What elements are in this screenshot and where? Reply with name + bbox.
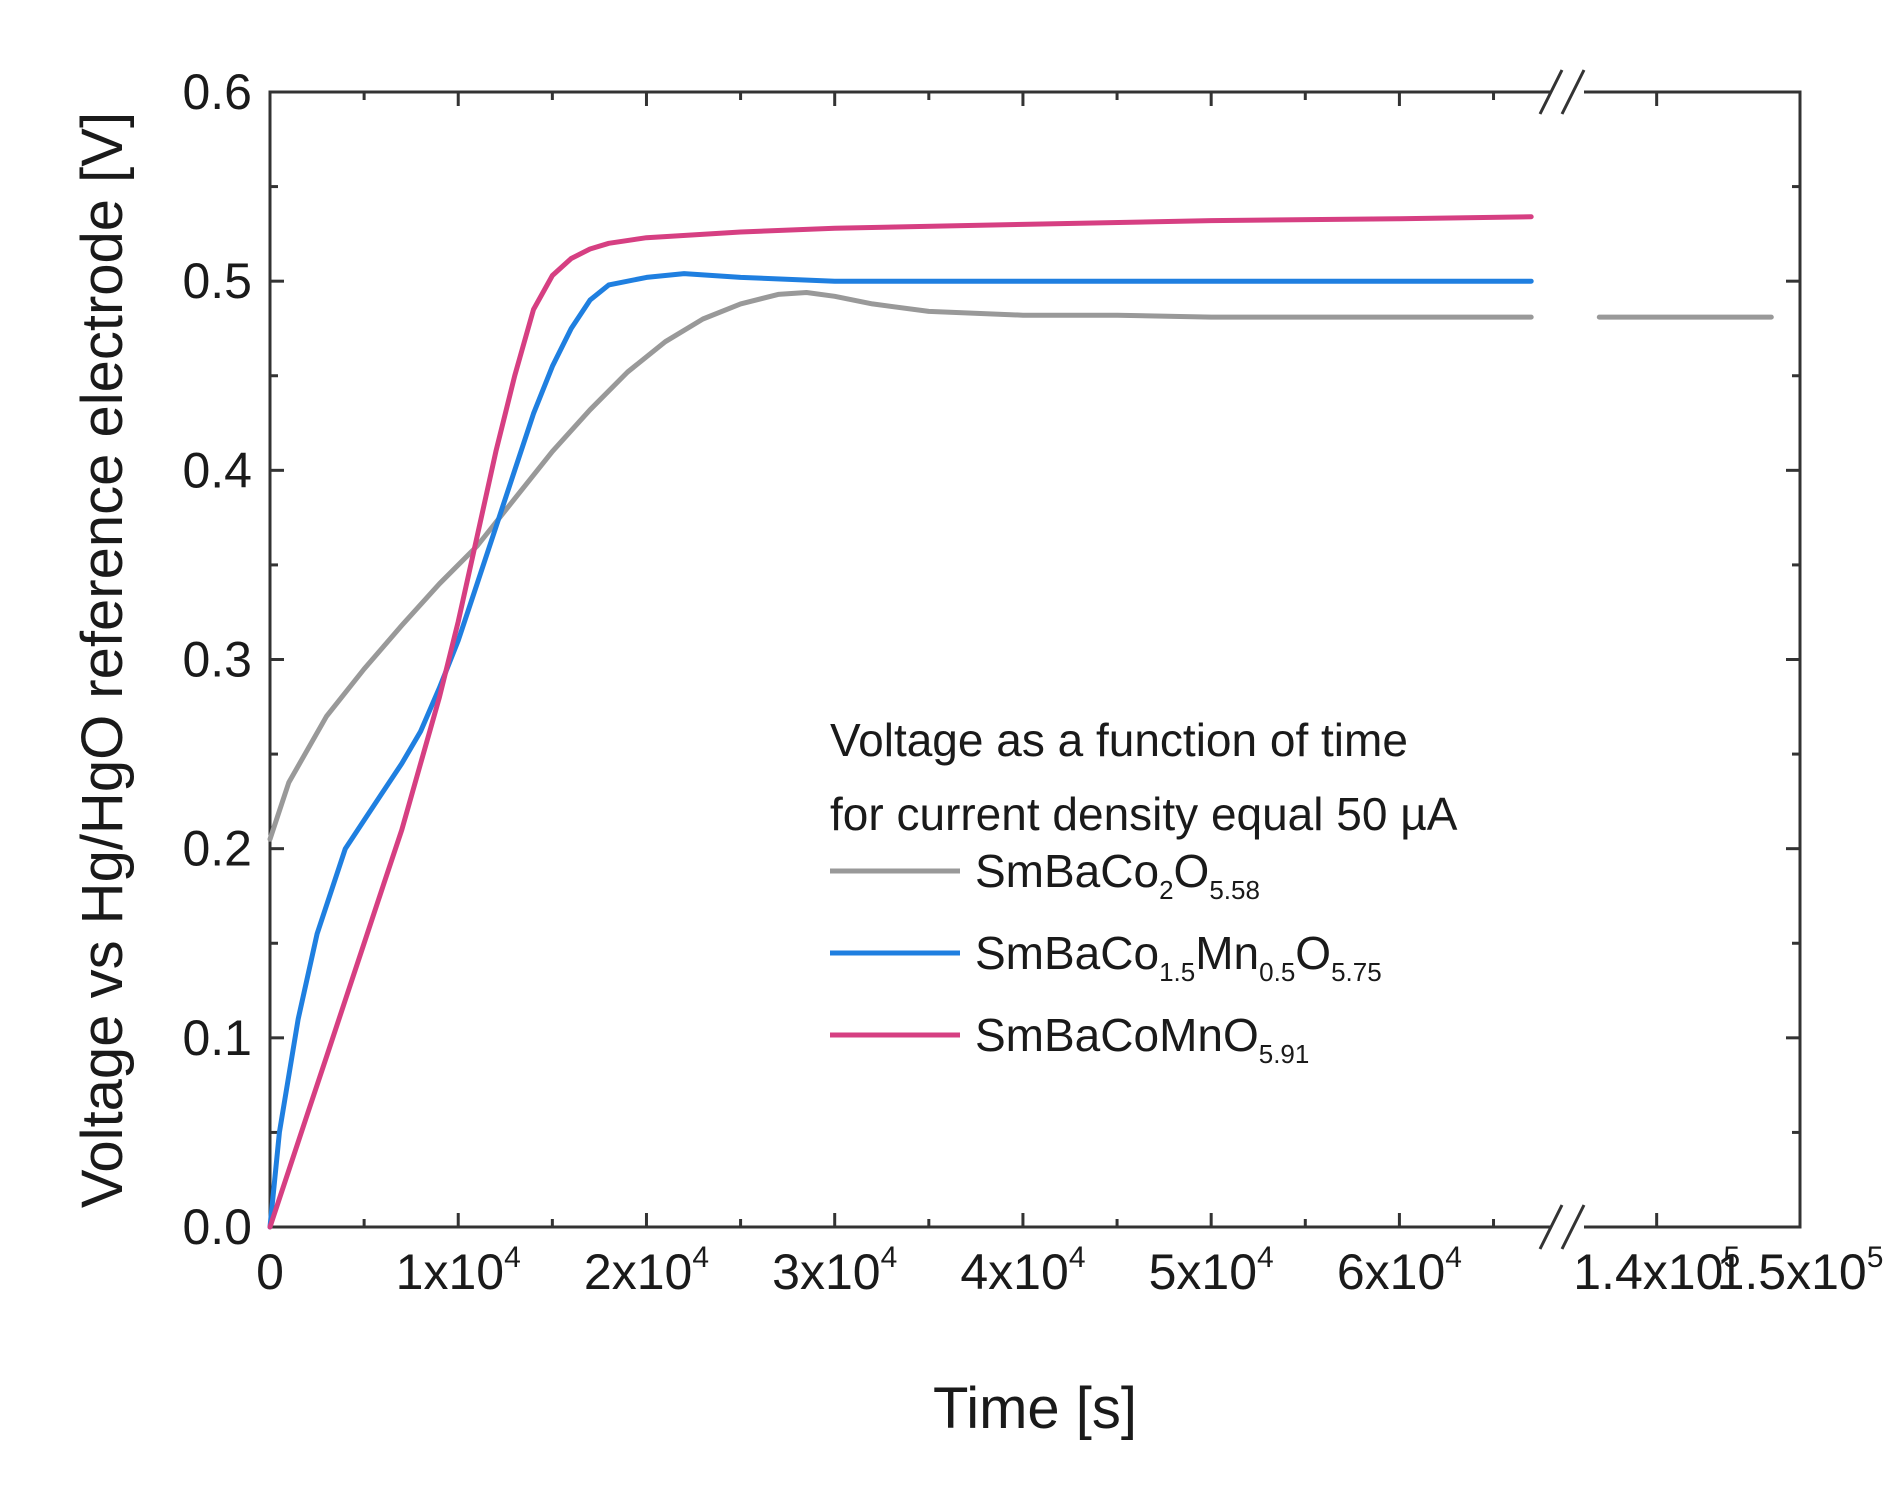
x-tick-label: 6x104 bbox=[1337, 1241, 1462, 1300]
legend-title-line-1: Voltage as a function of time bbox=[830, 714, 1408, 766]
y-tick-label: 0.5 bbox=[182, 253, 252, 309]
series-line bbox=[267, 290, 1534, 842]
series-line bbox=[267, 271, 1534, 1230]
axis-break-mark bbox=[1560, 1204, 1586, 1250]
x-tick-label: 4x104 bbox=[960, 1241, 1085, 1300]
legend-title-line-2: for current density equal 50 µA bbox=[830, 788, 1458, 840]
axis-break-mark bbox=[1538, 69, 1564, 115]
axis-break-marks bbox=[1538, 69, 1586, 1250]
x-tick-label: 3x104 bbox=[772, 1241, 897, 1300]
x-tick-label: 0 bbox=[256, 1244, 284, 1300]
y-tick-label: 0.4 bbox=[182, 442, 252, 498]
series-line bbox=[267, 214, 1534, 1230]
legend-label: SmBaCo2O5.58 bbox=[975, 845, 1260, 905]
legend: Voltage as a function of time for curren… bbox=[830, 714, 1458, 1069]
axis-break-mark bbox=[1560, 69, 1586, 115]
y-axis: 0.0 0.1 0.2 0.3 0.4 0.5 0.6 bbox=[182, 64, 1800, 1255]
y-tick-label: 0.6 bbox=[182, 64, 252, 120]
axis-break-mark bbox=[1538, 1204, 1564, 1250]
x-axis: 0 1x104 2x104 3x104 4x104 5x104 6x104 1.4x1051.… bbox=[256, 92, 1883, 1300]
y-tick-label: 0.2 bbox=[182, 821, 252, 877]
x-tick-label: 1.5x105 bbox=[1717, 1241, 1884, 1300]
legend-label: SmBaCoMnO5.91 bbox=[975, 1009, 1309, 1069]
x-tick-label: 1.4x105 bbox=[1573, 1241, 1740, 1300]
series-layer bbox=[267, 214, 1774, 1230]
y-axis-title: Voltage vs Hg/HgO reference electrode [V… bbox=[70, 112, 135, 1208]
y-tick-label: 0.0 bbox=[182, 1199, 252, 1255]
legend-label: SmBaCo1.5Mn0.5O5.75 bbox=[975, 927, 1382, 987]
x-axis-title: Time [s] bbox=[933, 1376, 1137, 1441]
x-tick-label: 5x104 bbox=[1149, 1241, 1274, 1300]
y-tick-label: 0.3 bbox=[182, 632, 252, 688]
y-tick-label: 0.1 bbox=[182, 1010, 252, 1066]
x-tick-label: 1x104 bbox=[396, 1241, 521, 1300]
x-tick-label: 2x104 bbox=[584, 1241, 709, 1300]
